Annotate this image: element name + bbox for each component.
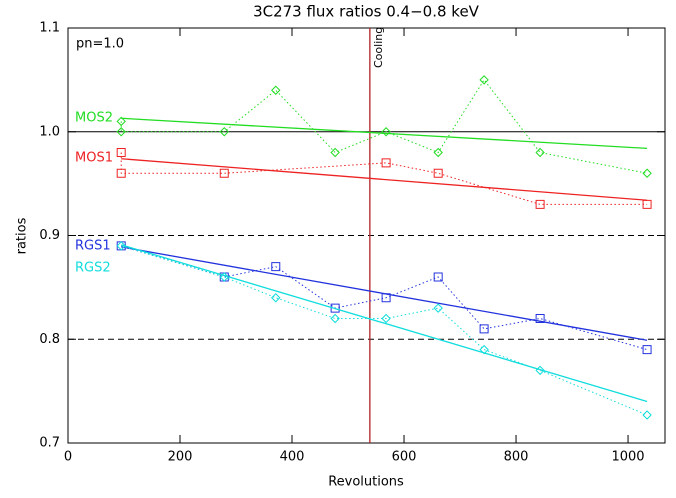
marker [433,147,443,158]
legend-label: RGS1 [75,239,111,254]
marker [642,199,652,209]
marker [381,313,391,324]
marker [219,127,229,137]
marker [642,168,652,178]
legend-label: MOS2 [75,111,113,126]
data-line [121,245,648,416]
x-axis-label: Revolutions [328,475,404,490]
marker [535,147,545,158]
annotation: pn=1.0 [76,37,124,52]
y-tick-label: 1.0 [39,124,60,139]
fit-line [121,244,648,403]
marker [116,148,126,157]
marker [116,116,126,127]
y-axis-label: ratios [15,217,30,254]
marker [116,241,126,251]
marker [219,168,229,178]
marker [479,324,489,334]
marker [433,303,443,313]
marker [479,75,489,85]
x-tick-label: 600 [392,450,417,465]
legend-label: MOS1 [75,151,113,166]
fit-line [121,117,648,149]
marker [535,199,545,209]
data-line [121,245,648,351]
marker [433,272,443,282]
cooling-label: Cooling [372,27,385,68]
y-tick-label: 0.8 [39,332,60,347]
fit-line [121,158,648,201]
fit-line [121,246,648,341]
marker [330,303,340,313]
marker [381,158,391,168]
marker [116,127,126,137]
marker [642,345,652,355]
marker [271,262,281,272]
marker [381,127,391,137]
chart-title: 3C273 flux ratios 0.4−0.8 keV [253,3,480,21]
marker [535,314,545,323]
x-tick-label: 800 [504,450,529,465]
x-tick-label: 200 [168,450,193,465]
marker [642,410,652,420]
x-tick-label: 400 [280,450,305,465]
y-tick-label: 0.7 [39,436,60,451]
marker [116,168,126,178]
legend-label: RGS2 [75,261,111,276]
y-tick-label: 0.9 [39,228,60,243]
marker [330,147,340,158]
x-tick-label: 1000 [611,450,644,465]
marker [433,168,443,178]
marker [330,313,340,324]
y-tick-label: 1.1 [39,21,60,36]
data-line [120,152,648,205]
marker [271,293,281,303]
marker [271,85,281,95]
data-line [120,79,648,174]
x-tick-label: 0 [64,450,72,465]
